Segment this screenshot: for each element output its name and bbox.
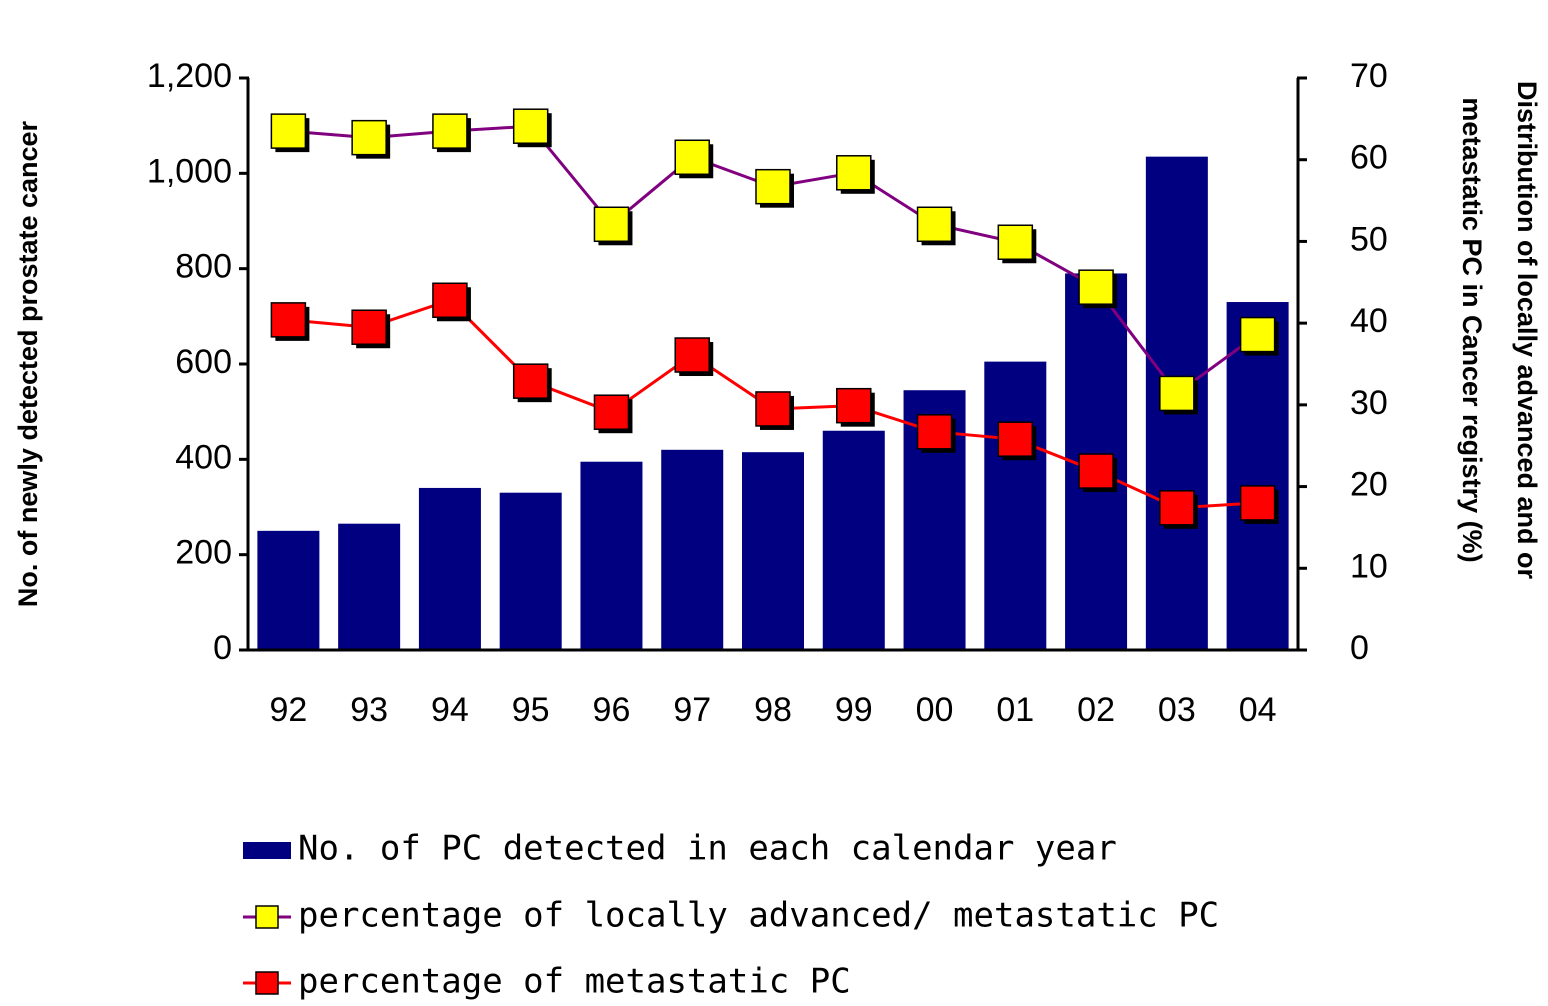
marker — [1159, 375, 1195, 412]
x-tick-label: 94 — [431, 691, 469, 729]
y2-tick-label: 30 — [1350, 384, 1388, 422]
marker — [674, 337, 710, 373]
x-tick-label: 95 — [512, 691, 550, 729]
bar — [418, 487, 481, 650]
bar — [338, 523, 401, 650]
y-tick-label: 1,200 — [147, 57, 232, 95]
x-tick-label: 93 — [350, 691, 388, 729]
y-tick-label: 800 — [175, 248, 232, 286]
marker — [432, 282, 468, 319]
marker — [1239, 485, 1276, 521]
marker — [916, 414, 953, 450]
marker — [997, 421, 1034, 457]
y2-tick-label: 20 — [1350, 466, 1388, 504]
marker — [997, 224, 1034, 260]
y2-tick-label: 50 — [1350, 220, 1388, 258]
x-tick-label: 04 — [1239, 691, 1277, 729]
legend-label: No. of PC detected in each calendar year — [298, 829, 1117, 869]
marker — [432, 113, 468, 149]
bar — [1226, 302, 1289, 650]
marker — [836, 155, 872, 191]
bar — [580, 461, 643, 650]
x-tick-label: 01 — [996, 691, 1034, 729]
marker — [1239, 316, 1276, 353]
marker — [270, 113, 307, 149]
y-axis-label: No. of newly detected prostate cancer — [13, 120, 43, 607]
y2-tick-label: 40 — [1350, 302, 1388, 340]
marker — [1159, 490, 1195, 526]
legend-label: percentage of metastatic PC — [298, 962, 851, 1002]
marker — [512, 108, 549, 144]
legend-label: percentage of locally advanced/ metastat… — [298, 896, 1219, 936]
y-tick-label: 200 — [175, 534, 232, 572]
marker — [674, 139, 710, 176]
y2-axis-label: metastatic PC in Cancer registry (%) — [1457, 97, 1487, 562]
marker — [593, 206, 630, 243]
bar — [257, 530, 320, 650]
y-tick-label: 400 — [175, 438, 232, 476]
marker — [916, 206, 953, 243]
legend-marker — [255, 971, 279, 995]
y-tick-label: 1,000 — [147, 152, 232, 190]
x-tick-label: 00 — [916, 691, 954, 729]
x-tick-label: 92 — [269, 691, 307, 729]
marker — [270, 302, 307, 338]
legend-marker — [255, 905, 279, 929]
marker — [1078, 269, 1114, 305]
y2-tick-label: 60 — [1350, 139, 1388, 177]
y-tick-label: 600 — [175, 343, 232, 381]
marker — [755, 391, 791, 427]
y2-tick-label: 70 — [1350, 57, 1388, 95]
marker — [836, 387, 872, 424]
x-tick-label: 99 — [835, 691, 873, 729]
y2-tick-label: 10 — [1350, 547, 1388, 585]
bar — [742, 452, 804, 650]
x-tick-label: 98 — [754, 691, 792, 729]
y2-tick-label: 0 — [1350, 629, 1369, 667]
marker — [593, 394, 630, 430]
bar — [499, 492, 562, 650]
bar — [822, 430, 885, 650]
marker — [1078, 453, 1114, 489]
bar — [984, 361, 1047, 650]
marker — [351, 309, 387, 345]
marker — [512, 363, 549, 399]
y-tick-label: 0 — [213, 629, 232, 667]
x-tick-label: 96 — [593, 691, 631, 729]
x-tick-label: 97 — [673, 691, 711, 729]
y2-axis-label: Distribution of locally advanced and or — [1512, 81, 1542, 580]
x-tick-label: 03 — [1158, 691, 1196, 729]
marker — [351, 119, 387, 156]
legend-swatch — [243, 842, 291, 859]
x-tick-label: 02 — [1077, 691, 1115, 729]
marker — [755, 168, 791, 205]
bar — [661, 449, 724, 650]
